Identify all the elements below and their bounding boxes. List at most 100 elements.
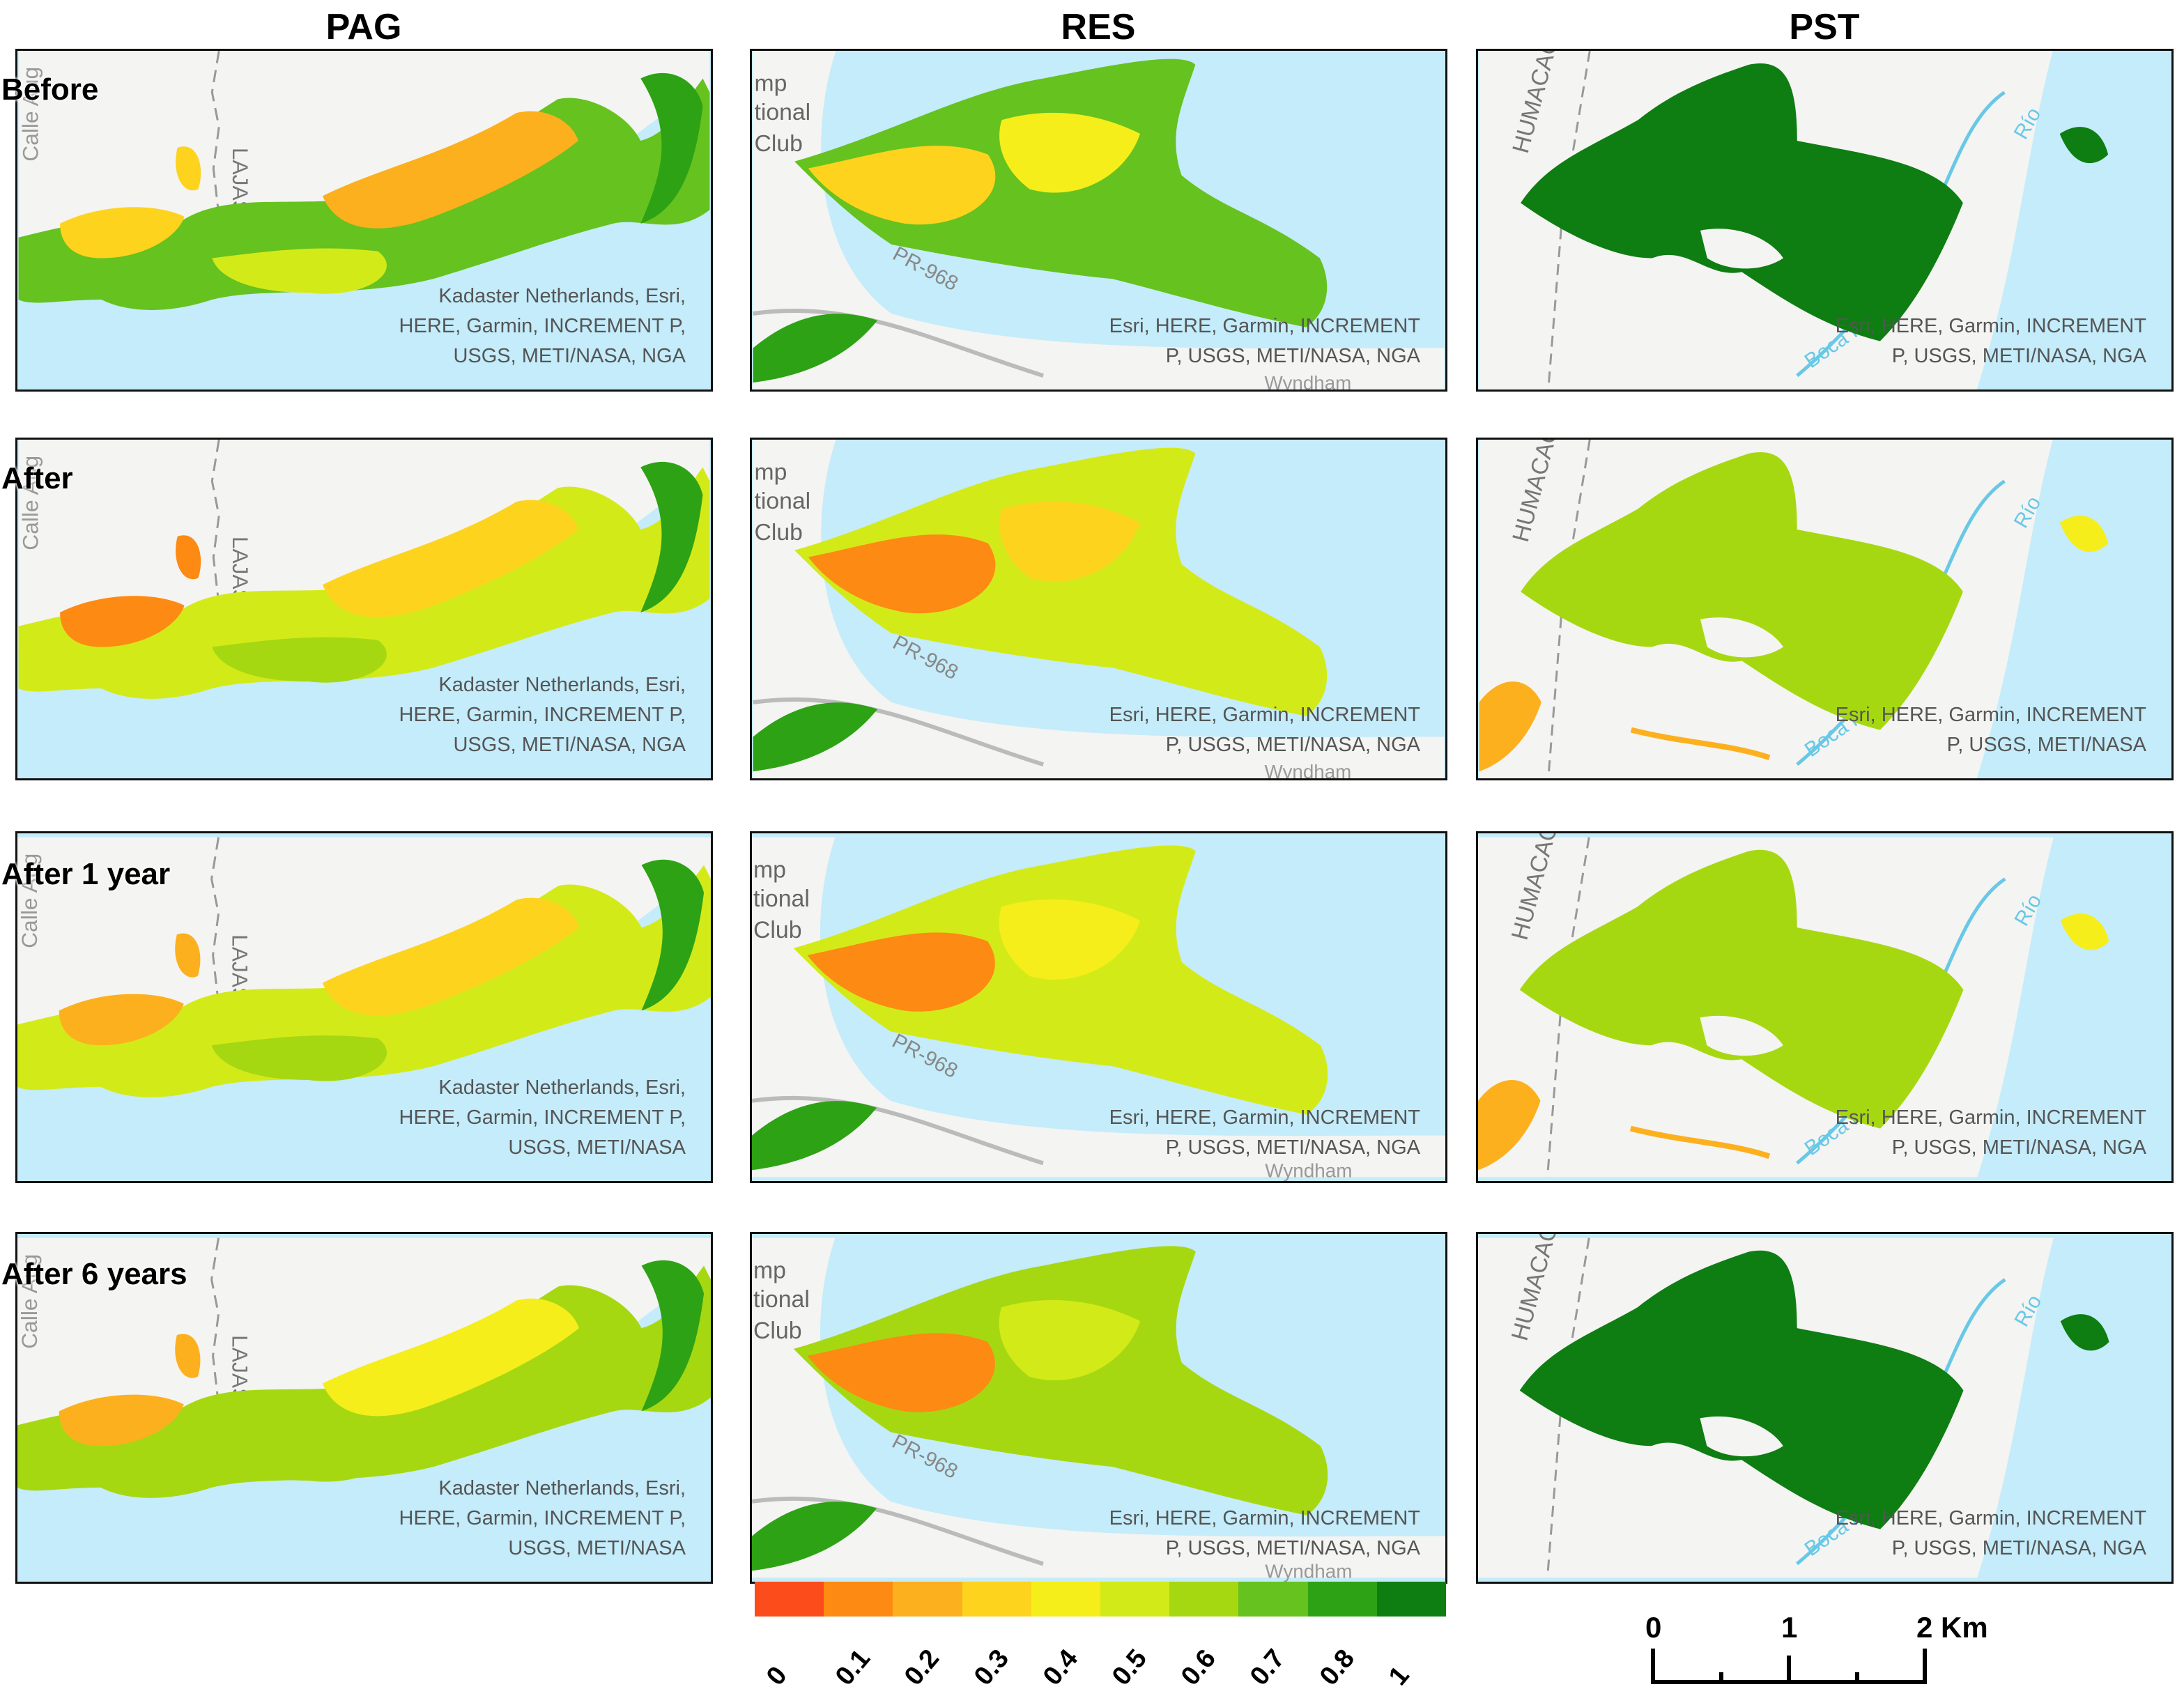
map-attribution: Kadaster Netherlands, Esri, HERE, Garmin… <box>399 674 686 756</box>
legend-swatch <box>1100 1582 1170 1617</box>
mangrove-patch <box>753 702 878 772</box>
street-label: Calle Aug <box>17 456 43 550</box>
column-title-pst: PST <box>1789 7 1860 47</box>
row-label-after: After <box>1 461 73 495</box>
street-label: Calle Aug <box>17 1254 42 1349</box>
place-label: Wyndham <box>1265 1560 1352 1582</box>
mangrove-patch <box>999 501 1141 582</box>
legend-tick-label: 0.6 <box>1176 1644 1222 1691</box>
mangrove-patch <box>641 1260 705 1412</box>
mangrove-patch <box>59 1394 184 1446</box>
place-label: Wyndham <box>1265 1159 1352 1181</box>
place-label: mp <box>753 856 786 883</box>
map-attribution: Esri, HERE, Garmin, INCREMENT P, USGS, M… <box>1835 1507 2146 1559</box>
mangrove-strip <box>1629 1125 1771 1159</box>
legend-swatch <box>1238 1582 1308 1617</box>
map-attribution: Esri, HERE, Garmin, INCREMENT P, USGS, M… <box>1109 1106 1420 1159</box>
place-label: Club <box>755 519 803 546</box>
place-label: tional <box>755 99 811 125</box>
mangrove-patch <box>640 72 703 224</box>
mangrove-patch <box>1478 1079 1541 1171</box>
mangrove-patch <box>752 1101 877 1171</box>
land-area <box>18 440 710 647</box>
mangrove-patch <box>60 596 185 647</box>
map-res-after: mp tional Club PR-968 Wyndham Esri, HERE, Ga… <box>750 438 1447 780</box>
mangrove-patch <box>2059 127 2109 164</box>
map-attribution: Esri, HERE, Garmin, INCREMENT P, USGS, M… <box>1835 704 2146 756</box>
mangrove-patch <box>211 1436 387 1482</box>
mangrove-patch <box>322 111 578 229</box>
map-attribution: Kadaster Netherlands, Esri, HERE, Garmin… <box>399 1077 686 1159</box>
clearing <box>1700 1015 1783 1056</box>
place-label: tional <box>753 1286 810 1313</box>
map-attribution: Esri, HERE, Garmin, INCREMENT P, USGS, M… <box>1109 315 1420 367</box>
color-legend-bar <box>755 1582 1447 1617</box>
legend-swatch <box>824 1582 893 1617</box>
map-pst-before: HUMACAO Río Boca Prieta Esri, HERE, Garmin… <box>1476 49 2174 392</box>
land-area <box>17 1237 711 1446</box>
row-label-after-6-years: After 6 years <box>1 1257 187 1291</box>
mangrove-patch <box>176 146 201 191</box>
place-label: mp <box>755 70 787 97</box>
legend-tick-label: 0.2 <box>899 1644 946 1691</box>
map-pag-after-1-year: Calle Aug LAJAS Kadaster Netherlands, Esr… <box>15 831 713 1183</box>
clearing <box>1700 617 1783 658</box>
scale-bar <box>1651 1649 1927 1684</box>
mangrove-patch <box>807 1333 995 1412</box>
map-pag-before: Calle Aug LAJAS Kadaster Netherlands, Esr… <box>15 49 713 392</box>
legend-swatch <box>1169 1582 1239 1617</box>
mangrove-patch <box>322 500 578 617</box>
road-line <box>210 837 220 1004</box>
map-res-after-6-years: mp tional Club PR-968 Wyndham Esri, HERE, Ga… <box>750 1232 1447 1584</box>
legend-swatch <box>1376 1582 1447 1617</box>
place-label: Wyndham <box>1265 761 1352 778</box>
mangrove-patch <box>999 112 1141 193</box>
mangrove-core <box>794 59 1328 327</box>
legend-swatch <box>1031 1582 1101 1617</box>
mangrove-patch <box>999 1299 1141 1380</box>
map-res-after-1-year: mp tional Club PR-968 Wyndham Esri, HERE, Ga… <box>750 831 1447 1183</box>
place-label: tional <box>753 886 810 912</box>
mangrove-patch <box>211 1035 387 1081</box>
map-attribution: Kadaster Netherlands, Esri, HERE, Garmin… <box>399 1477 686 1559</box>
legend-tick-label: 0.3 <box>968 1644 1015 1691</box>
mangrove-patch <box>808 534 996 614</box>
road-line <box>210 440 220 606</box>
mangrove-core <box>793 845 1328 1115</box>
mangrove-patch <box>175 933 201 978</box>
clearing <box>1700 229 1783 269</box>
row-label-after-1-year: After 1 year <box>1 857 171 891</box>
road-line <box>752 1095 1044 1166</box>
mangrove-core <box>1519 849 1964 1129</box>
mangrove-patch <box>1479 681 1541 772</box>
road-line <box>752 1496 1044 1566</box>
map-attribution: Kadaster Netherlands, Esri, HERE, Garmin… <box>399 285 686 367</box>
mangrove-core <box>1519 1250 1964 1529</box>
mangrove-patch <box>212 248 387 294</box>
road-line <box>210 1237 220 1405</box>
legend-tick-label: 0.5 <box>1107 1644 1153 1691</box>
column-title-pag: PAG <box>325 7 402 47</box>
mangrove-patch <box>752 1502 877 1571</box>
legend-tick-label: 1 <box>1383 1660 1415 1691</box>
road-line <box>210 51 220 217</box>
mangrove-patch <box>322 897 579 1016</box>
mangrove-core <box>1521 452 1963 730</box>
mangrove-patch <box>2060 1314 2109 1351</box>
legend-swatch <box>893 1582 962 1617</box>
mangrove-patch <box>322 1298 579 1417</box>
map-pst-after-1-year: HUMACAO Río Boca Prieta Esri, HERE, Garmin… <box>1476 831 2174 1183</box>
mangrove-patch <box>640 461 703 612</box>
legend-swatch <box>755 1582 824 1617</box>
place-label: Wyndham <box>1265 372 1352 389</box>
map-attribution: Esri, HERE, Garmin, INCREMENT P, USGS, M… <box>1109 1507 1420 1559</box>
